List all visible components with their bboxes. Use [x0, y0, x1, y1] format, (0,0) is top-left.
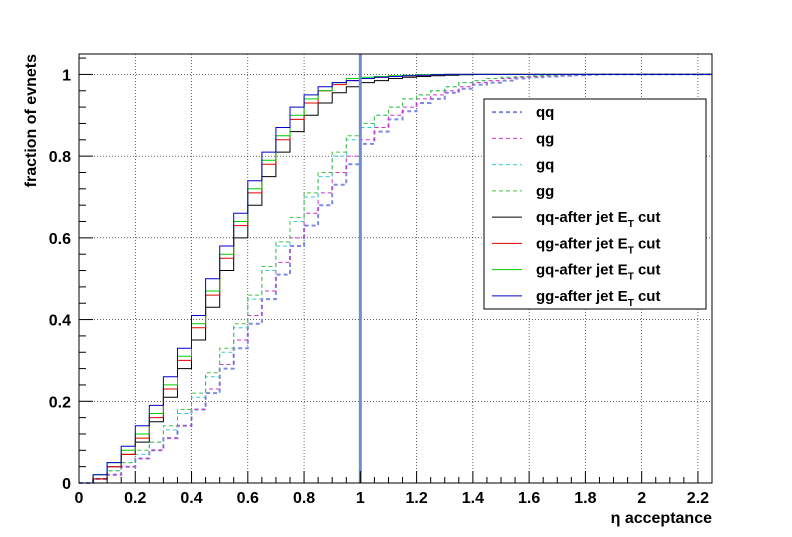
x-tick-label: 2.2 [687, 490, 709, 507]
legend-label: qg [536, 130, 554, 147]
legend-label: qq-after jet ET cut [536, 209, 660, 230]
x-axis-title: η acceptance [611, 510, 712, 527]
y-tick-label: 0.8 [49, 149, 71, 166]
plot-frame [78, 53, 713, 484]
legend-label: gq-after jet ET cut [536, 262, 660, 283]
y-tick-label: 0.6 [49, 231, 71, 248]
x-tick-label: 0.2 [124, 490, 146, 507]
x-tick-label: 0 [75, 490, 84, 507]
y-tick-label: 0.2 [49, 394, 71, 411]
x-tick-label: 0.6 [237, 490, 259, 507]
legend: qq qg gq gg qq-after jet ET cut qg-after jet … [483, 98, 707, 310]
x-tick-label: 1.2 [405, 490, 427, 507]
x-tick-label: 0.8 [293, 490, 315, 507]
series-line-8 [79, 73, 712, 484]
y-axis-title: fraction of evnets [23, 54, 40, 187]
y-tick-label: 1 [62, 67, 71, 84]
legend-label: qg-after jet ET cut [536, 235, 660, 256]
y-tick-label: 0.4 [49, 313, 71, 330]
x-tick-label: 1.6 [518, 490, 540, 507]
legend-label: gg [536, 183, 554, 200]
x-tick-label: 2 [637, 490, 646, 507]
y-tick-label: 0 [62, 476, 71, 493]
x-tick-label: 1.4 [462, 490, 484, 507]
x-tick-label: 1 [356, 490, 365, 507]
legend-box [483, 98, 707, 310]
x-tick-label: 1.8 [574, 490, 596, 507]
legend-label: gg-after jet ET cut [536, 288, 660, 309]
x-tick-label: 0.4 [180, 490, 202, 507]
series-group [79, 73, 712, 484]
legend-label: qq [536, 104, 554, 121]
axes: 0 0.2 0.4 0.6 0.8 1 1.2 1.4 1.6 1.8 2 2.2 0 0.2 0.4 0.6… [49, 57, 713, 507]
series-line-2 [79, 73, 712, 484]
legend-label: gq [536, 157, 554, 174]
